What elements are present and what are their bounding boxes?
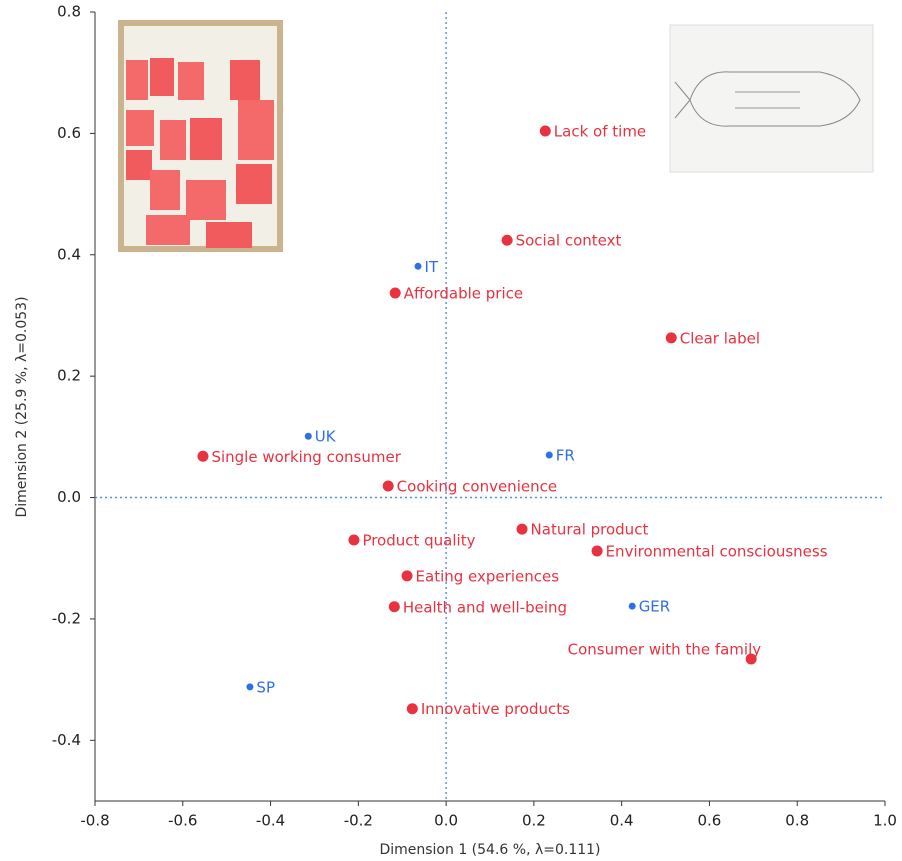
y-tick-label: 0.8: [57, 3, 81, 21]
point: [246, 683, 253, 690]
point-label: Environmental consciousness: [606, 542, 828, 560]
point-label: Consumer with the family: [568, 640, 762, 658]
point-label: IT: [425, 258, 439, 276]
point: [629, 603, 636, 610]
point-label: Eating experiences: [416, 567, 560, 585]
point: [546, 452, 553, 459]
point-label: Innovative products: [421, 700, 570, 718]
x-tick-label: 0.2: [522, 812, 546, 830]
page: {"chart_data": {"type": "scatter", "x_la…: [0, 0, 902, 861]
x-tick-label: -0.8: [80, 812, 109, 830]
x-axis-title: Dimension 1 (54.6 %, λ=0.111): [379, 842, 600, 858]
point: [197, 451, 208, 462]
point-label: Clear label: [680, 329, 760, 347]
point: [407, 703, 418, 714]
point-label: Cooking convenience: [397, 478, 557, 496]
y-tick-label: 0.4: [57, 245, 81, 263]
point: [390, 288, 401, 299]
point-label: Natural product: [531, 521, 649, 539]
y-tick-label: -0.4: [52, 731, 81, 749]
x-tick-label: 0.4: [610, 812, 634, 830]
point: [402, 570, 413, 581]
point-label: Single working consumer: [211, 448, 401, 466]
y-tick-label: -0.2: [52, 609, 81, 627]
point-label: Health and well-being: [403, 598, 567, 616]
point: [415, 263, 422, 270]
x-tick-label: 0.0: [434, 812, 458, 830]
point-label: GER: [639, 598, 671, 616]
point-label: Product quality: [362, 532, 475, 550]
chart: Dimension 1 (54.6 %, λ=0.111) Dimension …: [0, 0, 902, 861]
x-tick-label: -0.4: [256, 812, 285, 830]
y-tick-label: 0.2: [57, 367, 81, 385]
point: [348, 535, 359, 546]
x-tick-label: -0.2: [344, 812, 373, 830]
point-label: Social context: [516, 232, 622, 250]
point-label: UK: [315, 428, 337, 446]
sketch-inset: [670, 25, 873, 172]
y-tick-label: 0.6: [57, 124, 81, 142]
point-label: FR: [556, 447, 575, 465]
point: [517, 524, 528, 535]
photo-inset: [118, 20, 283, 252]
y-tick-label: 0.0: [57, 488, 81, 506]
point: [305, 433, 312, 440]
point-label: Lack of time: [554, 122, 646, 140]
point: [502, 235, 513, 246]
x-tick-label: 1.0: [873, 812, 897, 830]
point-label: Affordable price: [404, 285, 523, 303]
x-tick-label: 0.8: [785, 812, 809, 830]
point: [540, 125, 551, 136]
point: [389, 601, 400, 612]
point-label: SP: [256, 678, 275, 696]
y-axis-title: Dimension 2 (25.9 %, λ=0.053): [14, 296, 30, 517]
point: [666, 332, 677, 343]
x-tick-label: 0.6: [698, 812, 722, 830]
point: [592, 545, 603, 556]
x-tick-label: -0.6: [168, 812, 197, 830]
point: [383, 481, 394, 492]
